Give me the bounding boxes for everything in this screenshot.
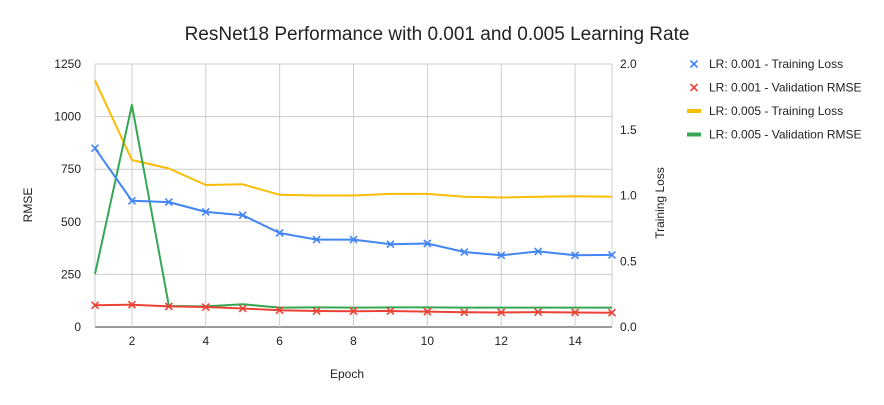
data-point-stroke [349,307,358,316]
data-point-stroke [571,251,580,260]
data-point-stroke [127,196,136,205]
legend: LR: 0.001 - Training Loss LR: 0.001 - Val… [687,57,862,142]
data-point-stroke [164,198,173,207]
data-point [127,300,136,309]
axes: 0 250 500 750 1000 1250 0.0 0.5 1.0 1.5 2.0 2 4 6 8 10 1… [54,57,637,348]
y-left-axis-title: RMSE [21,188,35,223]
data-point-stroke [460,247,469,257]
legend-label: LR: 0.005 - Validation RMSE [709,128,862,142]
data-point-stroke [607,308,617,317]
data-point [571,251,580,260]
data-point [312,235,321,244]
data-point [423,307,432,316]
y-left-tick-label: 750 [61,162,81,176]
y-right-axis-title: Training Loss [653,167,667,239]
legend-swatch [689,83,699,92]
data-point-stroke [607,250,617,260]
x-tick-label: 2 [129,334,136,348]
data-point [201,302,210,312]
data-point [127,196,136,205]
data-point-stroke [534,247,543,256]
data-point-stroke [386,240,395,249]
series-layer [90,79,617,317]
data-point [460,247,469,257]
data-point [164,302,173,311]
y-left-tick-label: 1000 [54,110,81,124]
legend-entry: LR: 0.005 - Training Loss [687,104,843,118]
data-point-stroke [497,251,506,260]
data-point [460,308,469,317]
data-point-stroke [349,235,358,244]
x-axis-title: Epoch [330,367,364,381]
x-tick-label: 4 [202,334,209,348]
data-point [164,198,173,207]
data-point [349,235,358,244]
chart-title: ResNet18 Performance with 0.001 and 0.00… [185,24,690,45]
data-point-stroke [90,301,100,310]
data-point-stroke [90,144,100,153]
data-point [386,240,395,249]
y-right-tick-label: 0.0 [620,320,637,334]
data-point-stroke [312,306,321,316]
data-point-stroke [423,239,432,248]
data-point-stroke [534,307,543,317]
legend-label: LR: 0.001 - Validation RMSE [709,81,862,95]
data-point [201,207,210,217]
data-point-stroke [127,300,136,309]
data-point [497,251,506,260]
data-point [238,211,247,220]
data-point [571,308,580,317]
data-point [275,228,284,238]
data-point [497,308,506,317]
data-point-stroke [312,235,321,244]
data-point-stroke [497,308,506,317]
legend-entry: LR: 0.001 - Validation RMSE [689,81,862,95]
data-point-stroke [164,302,173,311]
data-point [534,307,543,317]
legend-entry: LR: 0.001 - Training Loss [689,57,843,71]
data-point [238,304,247,313]
y-left-tick-label: 500 [61,215,81,229]
legend-label: LR: 0.005 - Training Loss [709,104,843,118]
y-right-tick-label: 1.5 [620,123,637,137]
data-point-stroke [238,211,247,220]
data-point [312,306,321,316]
data-point [386,306,395,316]
data-point [423,239,432,248]
data-point [90,301,100,310]
data-point [607,308,617,317]
data-point-stroke [571,308,580,317]
data-point [349,307,358,316]
data-point-stroke [201,302,210,312]
x-tick-label: 10 [421,334,435,348]
legend-entry: LR: 0.005 - Validation RMSE [687,128,862,142]
data-point [275,306,284,315]
y-left-tick-label: 0 [74,320,81,334]
y-left-tick-label: 250 [61,267,81,281]
y-right-tick-label: 1.0 [620,189,637,203]
data-point-stroke [423,307,432,316]
legend-label: LR: 0.001 - Training Loss [709,57,843,71]
data-point-stroke [201,207,210,217]
series-line [94,79,613,199]
data-point-stroke [275,228,284,238]
x-tick-label: 12 [495,334,509,348]
legend-swatch [689,59,699,69]
x-tick-label: 6 [276,334,283,348]
data-point-stroke [275,306,284,315]
x-tick-label: 14 [568,334,582,348]
y-right-tick-label: 0.5 [620,254,637,268]
y-right-tick-label: 2.0 [620,57,637,71]
data-point-stroke [460,308,469,317]
data-point [534,247,543,256]
x-tick-label: 8 [350,334,357,348]
y-left-tick-label: 1250 [54,57,81,71]
data-point [607,250,617,260]
data-point-stroke [238,304,247,313]
data-point [90,144,100,153]
data-point-stroke [386,306,395,316]
